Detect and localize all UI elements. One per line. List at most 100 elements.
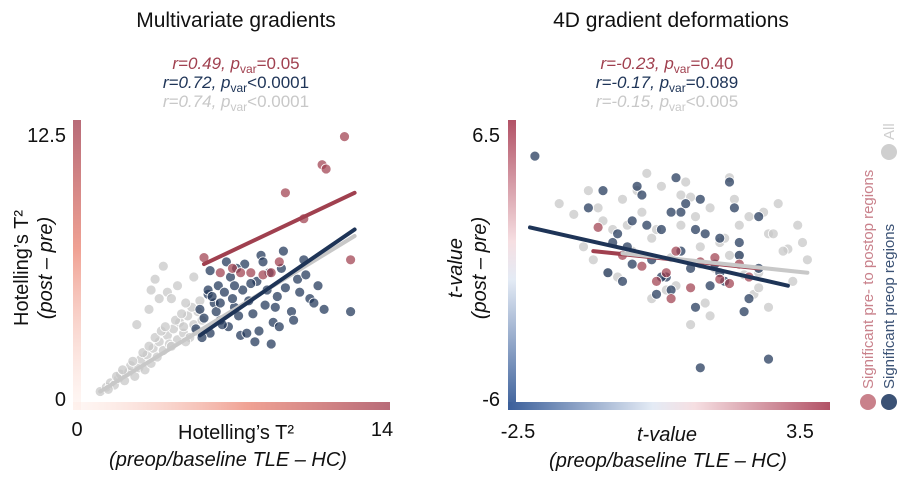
- stat-line-pre-to-postop: r=0.49, pvar=0.05: [172, 54, 299, 76]
- stat-p-val: =0.05: [257, 54, 300, 73]
- scatter-point: [149, 273, 161, 285]
- series-all: [94, 260, 208, 397]
- y-tick-label-max: 12.5: [27, 125, 66, 147]
- stat-line-preop: r=0.72, pvar<0.0001: [163, 73, 309, 95]
- scatter-point: [665, 293, 677, 305]
- scatter-point: [210, 306, 222, 318]
- scatter-point: [214, 297, 226, 309]
- y-axis-gradient-bar: [73, 120, 81, 410]
- stat-p-val: <0.0001: [247, 73, 309, 92]
- y-tick-label-min: -6: [482, 389, 500, 411]
- x-axis-sublabel: (preop/baseline TLE – HC): [109, 449, 347, 471]
- scatter-point: [704, 310, 716, 322]
- scatter-point: [265, 267, 277, 279]
- scatter-point: [797, 237, 808, 248]
- scatter-point: [592, 202, 604, 214]
- scatter-point: [690, 224, 701, 235]
- x-axis-label: t-value: [637, 424, 697, 446]
- scatter-point: [685, 282, 696, 294]
- scatter-point: [592, 221, 604, 233]
- x-axis-gradient-bar: [508, 402, 830, 410]
- scatter-point: [229, 280, 240, 292]
- scatter-point: [176, 308, 188, 320]
- panel-title: Multivariate gradients: [136, 9, 336, 32]
- stat-p-sub: var: [674, 62, 691, 76]
- scatter-point: [665, 206, 677, 218]
- y-axis-label: t-value: [445, 238, 467, 298]
- scatter-point: [660, 267, 672, 279]
- scatter-point: [612, 228, 623, 240]
- stat-p: p: [229, 54, 239, 73]
- series-significant-preop-regions: [190, 245, 357, 350]
- legend-label: All: [881, 123, 898, 140]
- scatter-point: [617, 275, 628, 287]
- stat-p: p: [659, 92, 669, 111]
- scatter-point: [631, 180, 643, 192]
- x-tick-label-min: -2.5: [501, 421, 535, 443]
- scatter-point: [724, 249, 735, 261]
- scatter-point: [253, 325, 265, 337]
- scatter-point: [583, 202, 594, 214]
- stat-r: r=-0.15,: [596, 92, 660, 111]
- scatter-point: [699, 297, 711, 309]
- plot-area: [528, 150, 813, 374]
- stat-p-sub: var: [240, 62, 257, 76]
- scatter-point: [578, 241, 589, 253]
- scatter-point: [685, 319, 696, 331]
- plot-area: [94, 131, 357, 397]
- scatter-point: [227, 293, 238, 305]
- fit-line-significant-preop-regions: [197, 227, 357, 338]
- scatter-point: [670, 245, 682, 257]
- scatter-point: [743, 211, 755, 223]
- scatter-point: [656, 224, 667, 235]
- scatter-point: [312, 280, 324, 292]
- scatter-point: [127, 355, 139, 367]
- x-tick-label-max: 3.5: [786, 421, 814, 443]
- scatter-point: [675, 189, 687, 201]
- stat-line-all: r=-0.15, pvar<0.005: [596, 92, 738, 114]
- scatter-point: [626, 258, 638, 270]
- stat-r: r=0.72,: [163, 73, 221, 92]
- scatter-point: [257, 256, 269, 268]
- scatter-point: [194, 303, 206, 315]
- x-tick-label-max: 14: [371, 419, 393, 441]
- scatter-point: [646, 232, 658, 244]
- scatter-point: [699, 228, 711, 240]
- legend-entry-pre-to-postop: Significant pre- to postop regions: [860, 170, 877, 410]
- scatter-point: [694, 362, 706, 374]
- y-tick-label-min: 0: [55, 389, 66, 411]
- stat-p-val: <0.0001: [247, 92, 309, 111]
- panel-title: 4D gradient deformations: [553, 9, 789, 32]
- scatter-point: [617, 193, 628, 205]
- scatter-point: [680, 198, 692, 210]
- scatter-point: [277, 245, 289, 257]
- scatter-point: [724, 176, 735, 188]
- stat-p-val: =0.089: [686, 73, 738, 92]
- stat-p-val: <0.005: [686, 92, 738, 111]
- scatter-point: [802, 254, 813, 266]
- scatter-point: [143, 340, 155, 352]
- scatter-point: [763, 301, 774, 313]
- legend-label: Significant pre- to postop regions: [860, 170, 877, 389]
- scatter-point: [733, 219, 745, 231]
- scatter-point: [172, 280, 183, 292]
- scatter-point: [690, 301, 701, 313]
- scatter-point: [743, 293, 755, 305]
- scatter-point: [157, 260, 169, 272]
- scatter-point: [714, 232, 726, 244]
- scatter-point: [308, 297, 320, 309]
- scatter-point: [587, 254, 599, 266]
- scatter-point: [241, 327, 253, 339]
- scatter-point: [279, 282, 291, 294]
- scatter-point: [583, 185, 594, 197]
- scatter-point: [145, 284, 157, 296]
- scatter-point: [271, 291, 283, 302]
- scatter-point: [269, 301, 281, 313]
- legend-label: Significant preop regions: [881, 224, 898, 389]
- stat-p-sub: var: [669, 100, 686, 114]
- stat-p: p: [663, 54, 673, 73]
- stat-p: p: [659, 73, 669, 92]
- scatter-point: [117, 364, 128, 376]
- scatter-point: [597, 185, 609, 197]
- scatter-point: [345, 306, 357, 318]
